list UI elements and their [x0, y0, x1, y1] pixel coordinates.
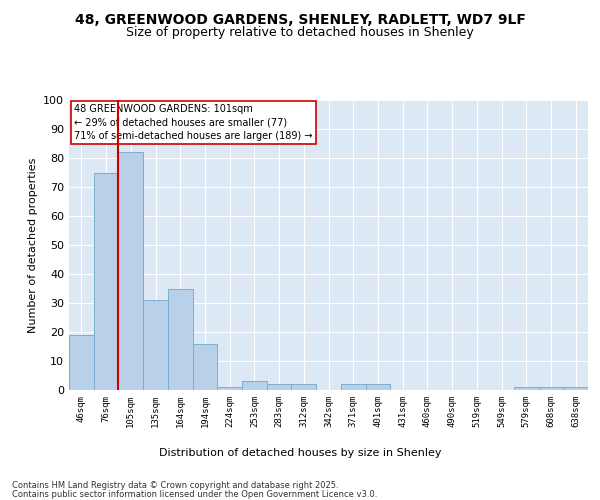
Bar — [267, 384, 292, 390]
Text: Size of property relative to detached houses in Shenley: Size of property relative to detached ho… — [126, 26, 474, 39]
Text: Contains HM Land Registry data © Crown copyright and database right 2025.: Contains HM Land Registry data © Crown c… — [12, 481, 338, 490]
Bar — [341, 384, 365, 390]
Bar — [563, 387, 588, 390]
Bar — [69, 335, 94, 390]
Bar — [539, 387, 563, 390]
Text: 48 GREENWOOD GARDENS: 101sqm
← 29% of detached houses are smaller (77)
71% of se: 48 GREENWOOD GARDENS: 101sqm ← 29% of de… — [74, 104, 313, 141]
Text: Contains public sector information licensed under the Open Government Licence v3: Contains public sector information licen… — [12, 490, 377, 499]
Text: 48, GREENWOOD GARDENS, SHENLEY, RADLETT, WD7 9LF: 48, GREENWOOD GARDENS, SHENLEY, RADLETT,… — [74, 12, 526, 26]
Bar — [242, 382, 267, 390]
Bar — [193, 344, 217, 390]
Bar — [118, 152, 143, 390]
Bar — [292, 384, 316, 390]
Bar — [514, 387, 539, 390]
Text: Distribution of detached houses by size in Shenley: Distribution of detached houses by size … — [159, 448, 441, 458]
Bar — [365, 384, 390, 390]
Bar — [94, 172, 118, 390]
Bar — [217, 387, 242, 390]
Y-axis label: Number of detached properties: Number of detached properties — [28, 158, 38, 332]
Bar — [168, 288, 193, 390]
Bar — [143, 300, 168, 390]
